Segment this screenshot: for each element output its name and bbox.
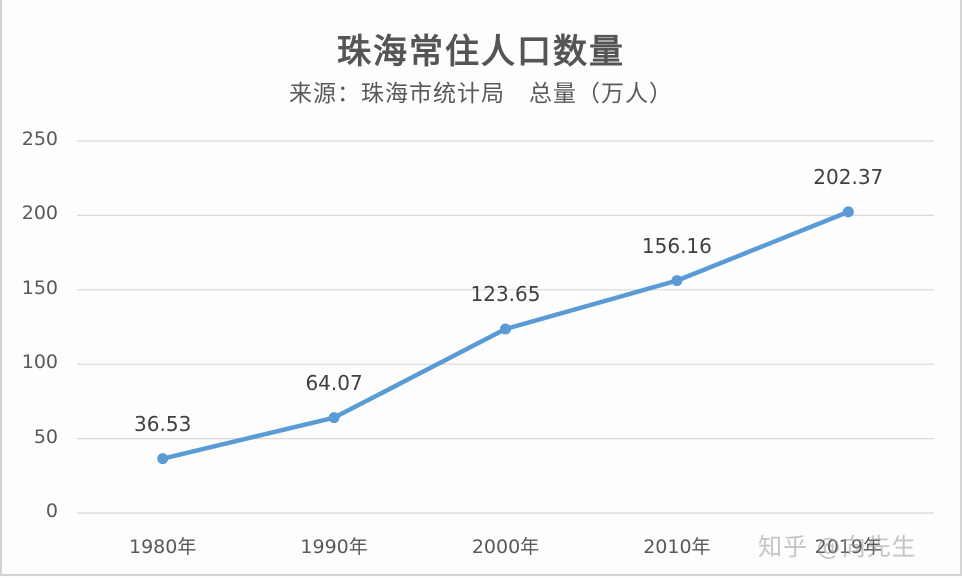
data-label: 202.37 (813, 164, 884, 189)
data-point (842, 206, 854, 218)
y-tick-label: 100 (21, 351, 58, 374)
data-point (500, 323, 511, 335)
y-tick-label: 150 (21, 276, 58, 299)
chart-subtitle: 来源：珠海市统计局 总量（万人） (289, 81, 673, 107)
chart-title: 珠海常住人口数量 (337, 32, 625, 72)
y-tick-label: 50 (33, 425, 58, 448)
watermark: 知乎 @向先生 (758, 533, 917, 561)
y-tick-label: 200 (21, 202, 58, 225)
x-tick-label: 1990年 (300, 536, 368, 558)
y-tick-label: 250 (21, 128, 58, 150)
gridlines (77, 140, 934, 514)
data-point (328, 412, 340, 424)
data-label: 156.16 (641, 233, 712, 258)
population-line (160, 209, 851, 461)
x-tick-label: 1980年 (129, 536, 197, 558)
data-label: 36.53 (134, 411, 192, 436)
x-tick-label: 2010年 (643, 536, 711, 558)
data-markers (157, 206, 854, 465)
x-tick-label: 2019年 (814, 536, 882, 558)
x-tick-label: 2000年 (471, 536, 540, 558)
y-tick-label: 0 (45, 500, 58, 522)
data-point (671, 275, 683, 287)
data-label: 64.07 (305, 370, 363, 395)
data-point (157, 453, 169, 465)
data-label: 123.65 (470, 282, 541, 306)
